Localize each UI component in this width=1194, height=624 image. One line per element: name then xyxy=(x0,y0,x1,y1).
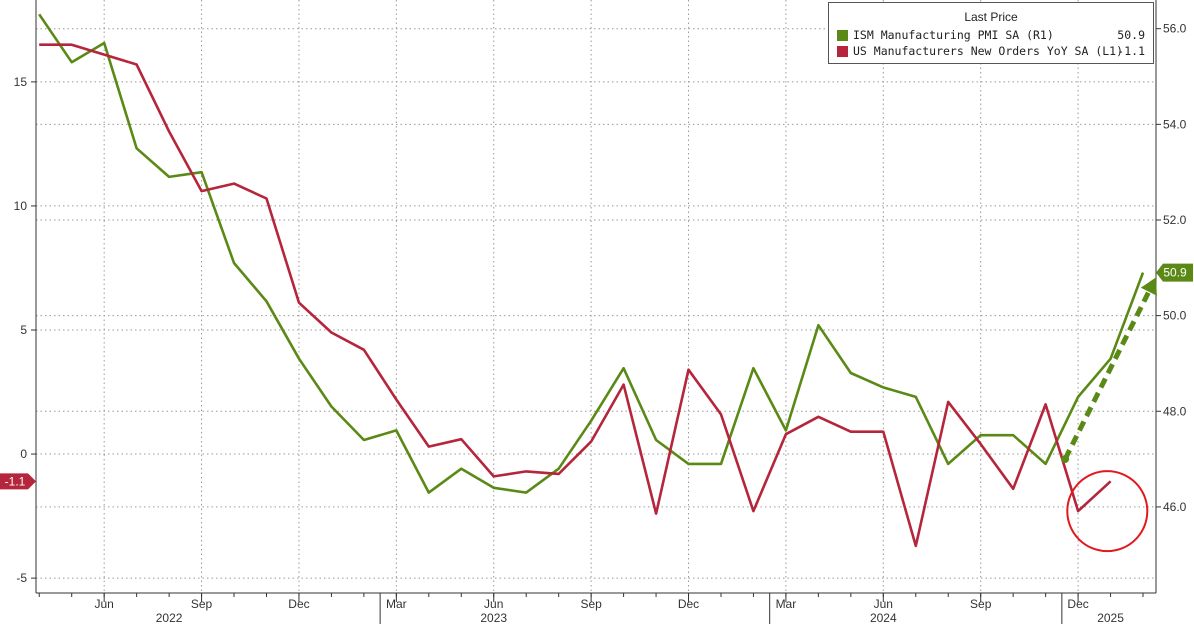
legend-entry-new-orders: US Manufacturers New Orders YoY SA (L1) … xyxy=(837,44,1145,60)
highlight-circle xyxy=(1066,470,1149,553)
x-tick-label: Dec xyxy=(1067,597,1088,611)
left-tick-label: 5 xyxy=(20,323,27,337)
x-year-label: 2023 xyxy=(480,611,507,624)
left-tick-label: 15 xyxy=(14,75,28,89)
x-year-label: 2025 xyxy=(1097,611,1124,624)
arrow-start-dot xyxy=(1061,455,1070,464)
right-tick-label: 46.0 xyxy=(1163,500,1187,514)
right-axis-ticks: 46.0 48.0 50.0 52.0 54.0 56.0 xyxy=(1156,22,1187,514)
left-tick-label: -5 xyxy=(16,571,27,585)
x-tick-label: Mar xyxy=(386,597,407,611)
left-tick-label: 0 xyxy=(20,447,27,461)
legend-swatch-ism xyxy=(837,30,848,41)
last-price-tag-left xyxy=(0,473,36,490)
dashed-arrow-head xyxy=(1140,277,1157,296)
right-tick-label: 56.0 xyxy=(1163,22,1187,36)
legend-value-new-orders: -1.1 xyxy=(1117,44,1145,58)
last-price-tag-right xyxy=(1156,263,1193,282)
x-axis-ticks: Jun Sep Dec Mar Jun Sep Dec Mar Jun Sep Dec 2022 202… xyxy=(38,593,1144,624)
chart-series xyxy=(38,13,1145,548)
x-tick-label: Jun xyxy=(874,597,893,611)
left-axis-ticks: -5 0 5 10 15 xyxy=(14,75,36,585)
x-tick-label: Dec xyxy=(288,597,309,611)
last-price-label-left: -1.1 xyxy=(5,474,26,488)
series-line-new-orders xyxy=(39,43,1112,548)
series-line-ism-pmi xyxy=(38,13,1145,494)
chart-axes xyxy=(35,0,1157,594)
x-tick-label: Jun xyxy=(94,597,113,611)
chart-legend: Last Price ISM Manufacturing PMI SA (R1)… xyxy=(828,2,1154,64)
x-tick-label: Sep xyxy=(191,597,213,611)
legend-label-ism: ISM Manufacturing PMI SA (R1) xyxy=(853,28,1054,42)
x-tick-label: Sep xyxy=(580,597,602,611)
right-tick-label: 54.0 xyxy=(1163,117,1187,131)
right-tick-label: 50.0 xyxy=(1163,309,1187,323)
chart-annotations xyxy=(1061,277,1157,553)
legend-entry-ism: ISM Manufacturing PMI SA (R1) 50.9 xyxy=(837,28,1145,44)
x-tick-label: Jun xyxy=(484,597,503,611)
legend-label-new-orders: US Manufacturers New Orders YoY SA (L1) xyxy=(853,44,1124,58)
x-tick-label: Dec xyxy=(678,597,699,611)
last-price-labels: -1.1 50.9 xyxy=(0,263,1193,490)
x-tick-label: Sep xyxy=(970,597,992,611)
last-price-label-right: 50.9 xyxy=(1163,266,1187,280)
legend-swatch-new-orders xyxy=(837,46,848,57)
right-tick-label: 48.0 xyxy=(1163,404,1187,418)
x-year-label: 2022 xyxy=(156,611,183,624)
legend-value-ism: 50.9 xyxy=(1117,28,1145,42)
right-tick-label: 52.0 xyxy=(1163,213,1187,227)
x-tick-label: Mar xyxy=(776,597,797,611)
legend-title: Last Price xyxy=(964,10,1018,24)
x-year-label: 2024 xyxy=(870,611,897,624)
left-tick-label: 10 xyxy=(14,199,28,213)
